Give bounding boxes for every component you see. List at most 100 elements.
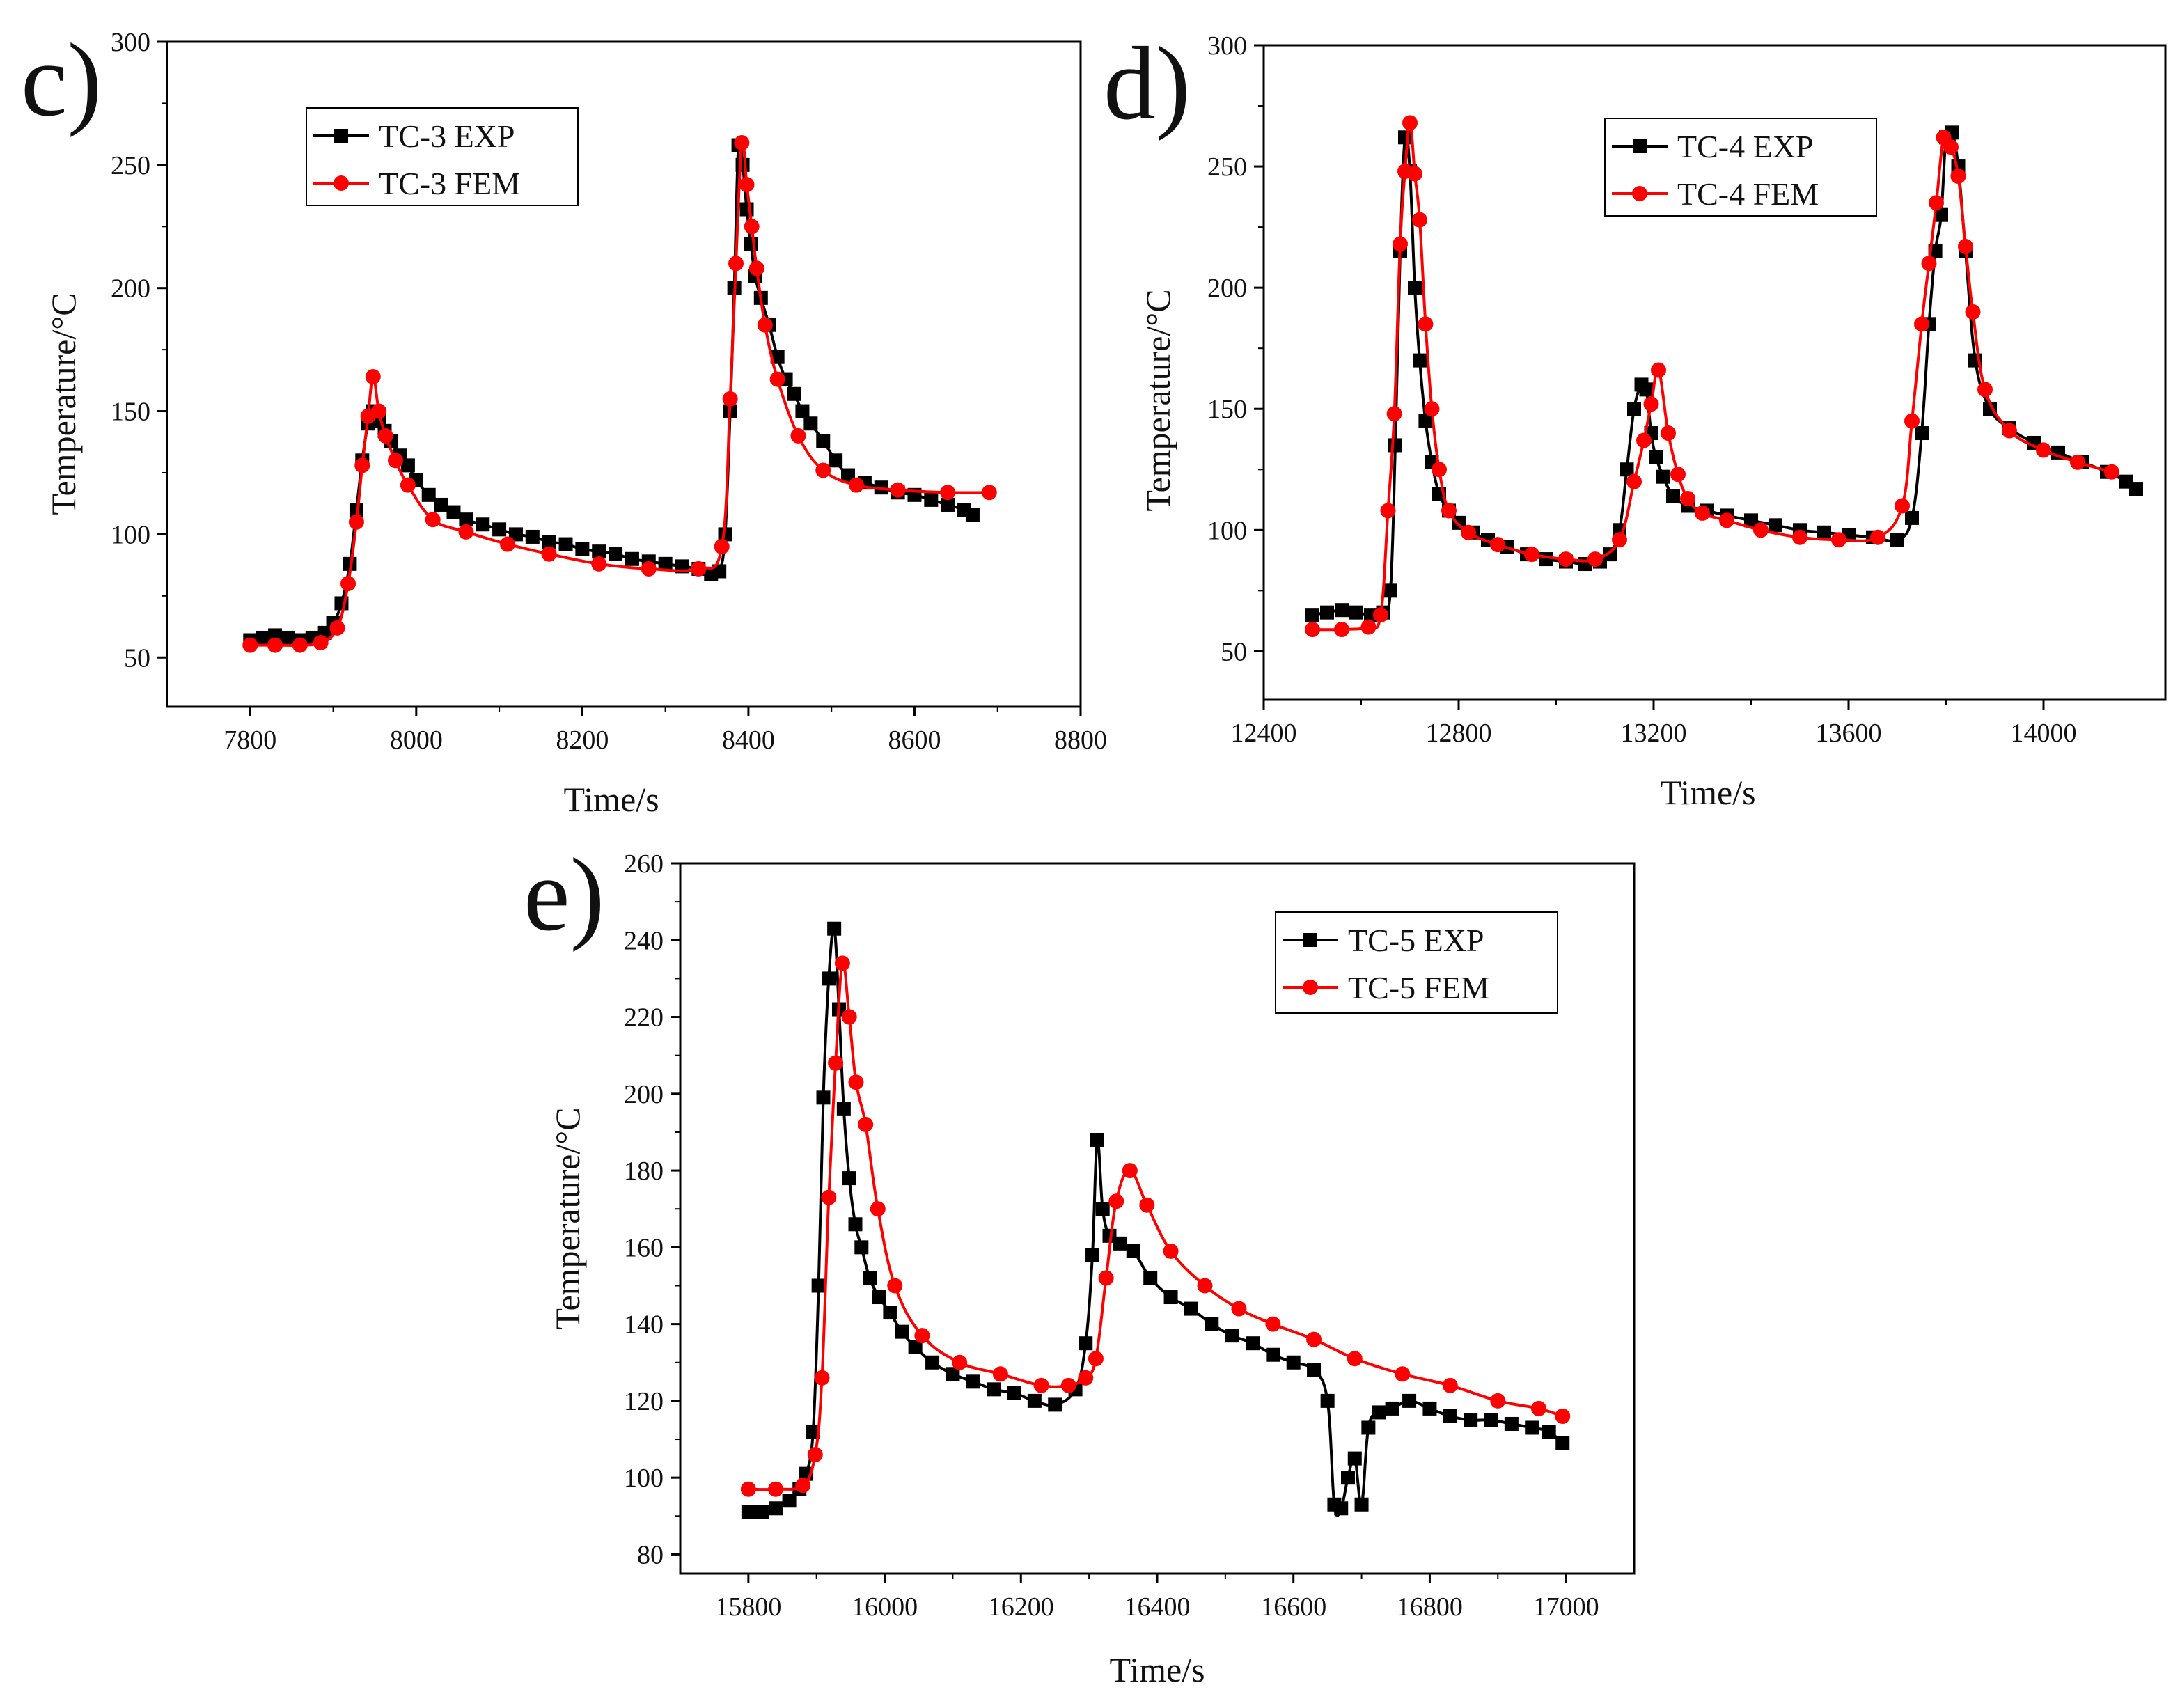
legend-marker (1633, 139, 1647, 153)
data-point (1163, 1243, 1179, 1259)
data-point (811, 1278, 826, 1293)
data-point (365, 369, 381, 385)
data-point (769, 1501, 783, 1516)
data-point (842, 1171, 856, 1186)
data-point (1950, 169, 1966, 184)
data-point (329, 620, 345, 636)
data-point (1412, 212, 1427, 228)
data-point (1305, 622, 1320, 638)
data-point (803, 416, 818, 431)
data-point (1418, 414, 1433, 428)
x-tick-label: 7800 (224, 726, 276, 755)
y-tick-label: 150 (111, 398, 150, 427)
data-point (592, 544, 606, 559)
data-point (946, 1367, 960, 1381)
data-point (1831, 532, 1846, 548)
data-point (2036, 442, 2051, 458)
x-tick-label: 8800 (1054, 726, 1107, 755)
data-point (1027, 1393, 1042, 1408)
y-tick-label: 140 (624, 1310, 664, 1340)
data-point (834, 955, 850, 971)
data-point (500, 536, 516, 552)
data-point (1649, 450, 1663, 464)
data-point (400, 477, 416, 493)
data-point (941, 497, 955, 512)
data-point (735, 157, 750, 172)
y-tick-label: 220 (624, 1003, 664, 1033)
data-point (1388, 438, 1402, 453)
data-point (340, 576, 356, 592)
data-point (863, 1271, 877, 1285)
data-point (744, 237, 758, 251)
data-point (1656, 469, 1670, 484)
data-point (883, 1306, 897, 1320)
data-point (1231, 1301, 1247, 1317)
series-tc-5-fem (740, 955, 1571, 1497)
data-point (828, 1055, 844, 1071)
x-tick-label: 16000 (852, 1592, 918, 1622)
y-tick-label: 100 (111, 520, 150, 549)
data-point (1320, 1393, 1335, 1408)
data-point (1079, 1336, 1093, 1351)
data-point (1078, 1370, 1094, 1386)
data-point (987, 1382, 1001, 1397)
data-point (256, 630, 270, 645)
data-point (1432, 462, 1447, 478)
data-point (1163, 1290, 1178, 1305)
x-tick-label: 14000 (2011, 719, 2077, 748)
data-point (354, 457, 370, 473)
data-point (1904, 413, 1920, 429)
data-point (541, 546, 557, 562)
data-point (836, 1102, 851, 1116)
data-point (1347, 1451, 1362, 1466)
data-point (768, 1481, 783, 1497)
data-point (822, 971, 836, 986)
data-point (1402, 1393, 1417, 1408)
data-point (425, 512, 441, 528)
data-point (242, 637, 258, 653)
data-point (755, 1505, 769, 1519)
data-point (1670, 467, 1686, 483)
data-point (1098, 1270, 1114, 1286)
data-point (806, 1425, 820, 1439)
data-point (1525, 1420, 1539, 1435)
data-point (1651, 362, 1666, 378)
legend-marker (334, 129, 348, 143)
data-point (1143, 1271, 1158, 1285)
data-point (525, 529, 540, 544)
chart-panel-d: d) 12400 12800 13200 13600 14000 50 100 150 200 25… (1104, 26, 2167, 812)
y-tick-label: 240 (624, 926, 664, 955)
data-point (1090, 1132, 1104, 1147)
data-point (1555, 1436, 1570, 1450)
data-point (1361, 1420, 1376, 1435)
data-point (712, 564, 727, 579)
chart-panel-e: e) 15800 16000 16200 16400 16600 16800 17000 80 1… (524, 837, 1636, 1689)
y-axis-label: Temperature/°C (548, 1107, 587, 1329)
data-point (1334, 1501, 1349, 1516)
data-point (2070, 454, 2085, 470)
data-point (1225, 1329, 1239, 1343)
y-tick-label: 300 (111, 28, 150, 57)
data-point (343, 556, 357, 571)
data-point (1126, 1244, 1140, 1258)
data-point (1442, 1377, 1458, 1393)
data-point (1636, 432, 1652, 448)
data-point (816, 1090, 831, 1105)
data-point (1407, 166, 1422, 182)
y-tick-label: 200 (111, 274, 150, 304)
data-point (1360, 619, 1377, 635)
legend-label: TC-3 FEM (379, 166, 520, 201)
data-point (1335, 603, 1349, 618)
x-axis-label: Time/s (1660, 773, 1755, 812)
data-point (371, 403, 387, 419)
data-point (2104, 464, 2119, 480)
data-point (1558, 551, 1574, 567)
y-tick-label: 100 (624, 1464, 664, 1493)
data-point (1113, 1236, 1127, 1251)
y-tick-label: 100 (1207, 516, 1247, 545)
data-point (1870, 529, 1885, 545)
legend-marker (334, 175, 349, 191)
data-point (458, 524, 474, 540)
series-line (250, 139, 989, 647)
y-tick-label: 120 (624, 1387, 664, 1416)
